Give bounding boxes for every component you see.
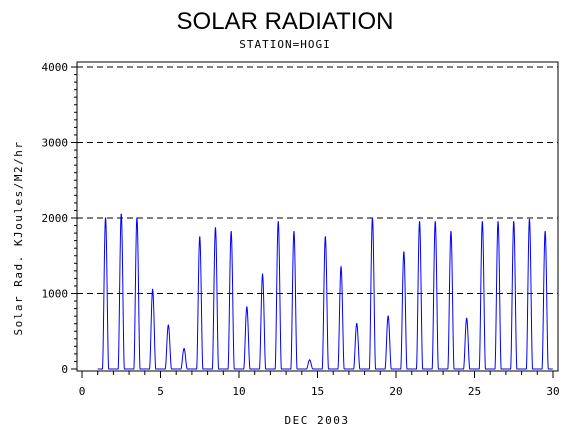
peak-point-day-7	[199, 236, 201, 238]
y-tick-label-4000: 4000	[42, 61, 69, 74]
x-tick-label-15: 15	[311, 385, 324, 398]
x-tick-label-25: 25	[468, 385, 481, 398]
plot-frame	[76, 61, 559, 372]
peak-point-day-4	[152, 289, 154, 291]
peak-point-day-10	[246, 306, 248, 308]
peak-point-day-1	[104, 217, 107, 219]
peak-point-day-15	[324, 236, 326, 238]
peak-point-day-11	[261, 274, 264, 276]
peak-point-day-12	[277, 221, 279, 223]
x-tick-label-5: 5	[157, 385, 164, 398]
peak-point-day-22	[434, 221, 436, 223]
peak-point-day-17	[356, 323, 358, 325]
y-tick-label-0: 0	[61, 363, 68, 376]
chart-title: SOLAR RADIATION	[177, 8, 394, 35]
peak-point-day-27	[513, 221, 515, 223]
y-axis: 0 1000 2000 3000 4000	[42, 61, 77, 376]
x-tick-label-10: 10	[232, 385, 245, 398]
y-tick-label-1000: 1000	[42, 288, 69, 301]
peak-point-day-13	[293, 230, 295, 233]
peak-point-day-16	[340, 266, 342, 268]
peak-point-day-3	[136, 217, 138, 219]
grid-lines	[77, 66, 558, 294]
y-tick-label-3000: 3000	[42, 137, 69, 150]
peak-point-day-21	[418, 221, 421, 223]
x-tick-label-30: 30	[546, 385, 559, 398]
peak-point-day-23	[450, 230, 452, 233]
peak-point-day-19	[387, 315, 389, 317]
y-tick-label-2000: 2000	[42, 212, 69, 225]
peak-point-day-14	[309, 359, 311, 361]
peak-point-day-2	[120, 213, 122, 215]
peak-point-day-24	[466, 317, 468, 320]
series-solar-radiation	[97, 213, 553, 370]
peak-point-day-5	[167, 324, 169, 326]
peak-point-day-9	[230, 230, 232, 233]
chart-subtitle: STATION=HOGI	[239, 38, 330, 51]
y-axis-label: Solar Rad. KJoules/M2/hr	[12, 141, 25, 336]
peak-point-day-6	[183, 348, 185, 350]
peak-point-day-29	[544, 230, 546, 233]
peak-point-day-18	[371, 217, 374, 219]
x-tick-label-0: 0	[79, 385, 86, 398]
x-axis-label: DEC 2003	[285, 414, 350, 427]
peak-point-day-26	[497, 221, 499, 223]
peak-point-day-28	[528, 218, 531, 221]
peak-point-day-20	[403, 251, 405, 253]
x-axis: 0 5 10 15 20 25 30	[79, 371, 560, 398]
peak-point-day-8	[214, 227, 217, 229]
x-tick-label-20: 20	[389, 385, 402, 398]
peak-point-day-25	[481, 221, 483, 223]
